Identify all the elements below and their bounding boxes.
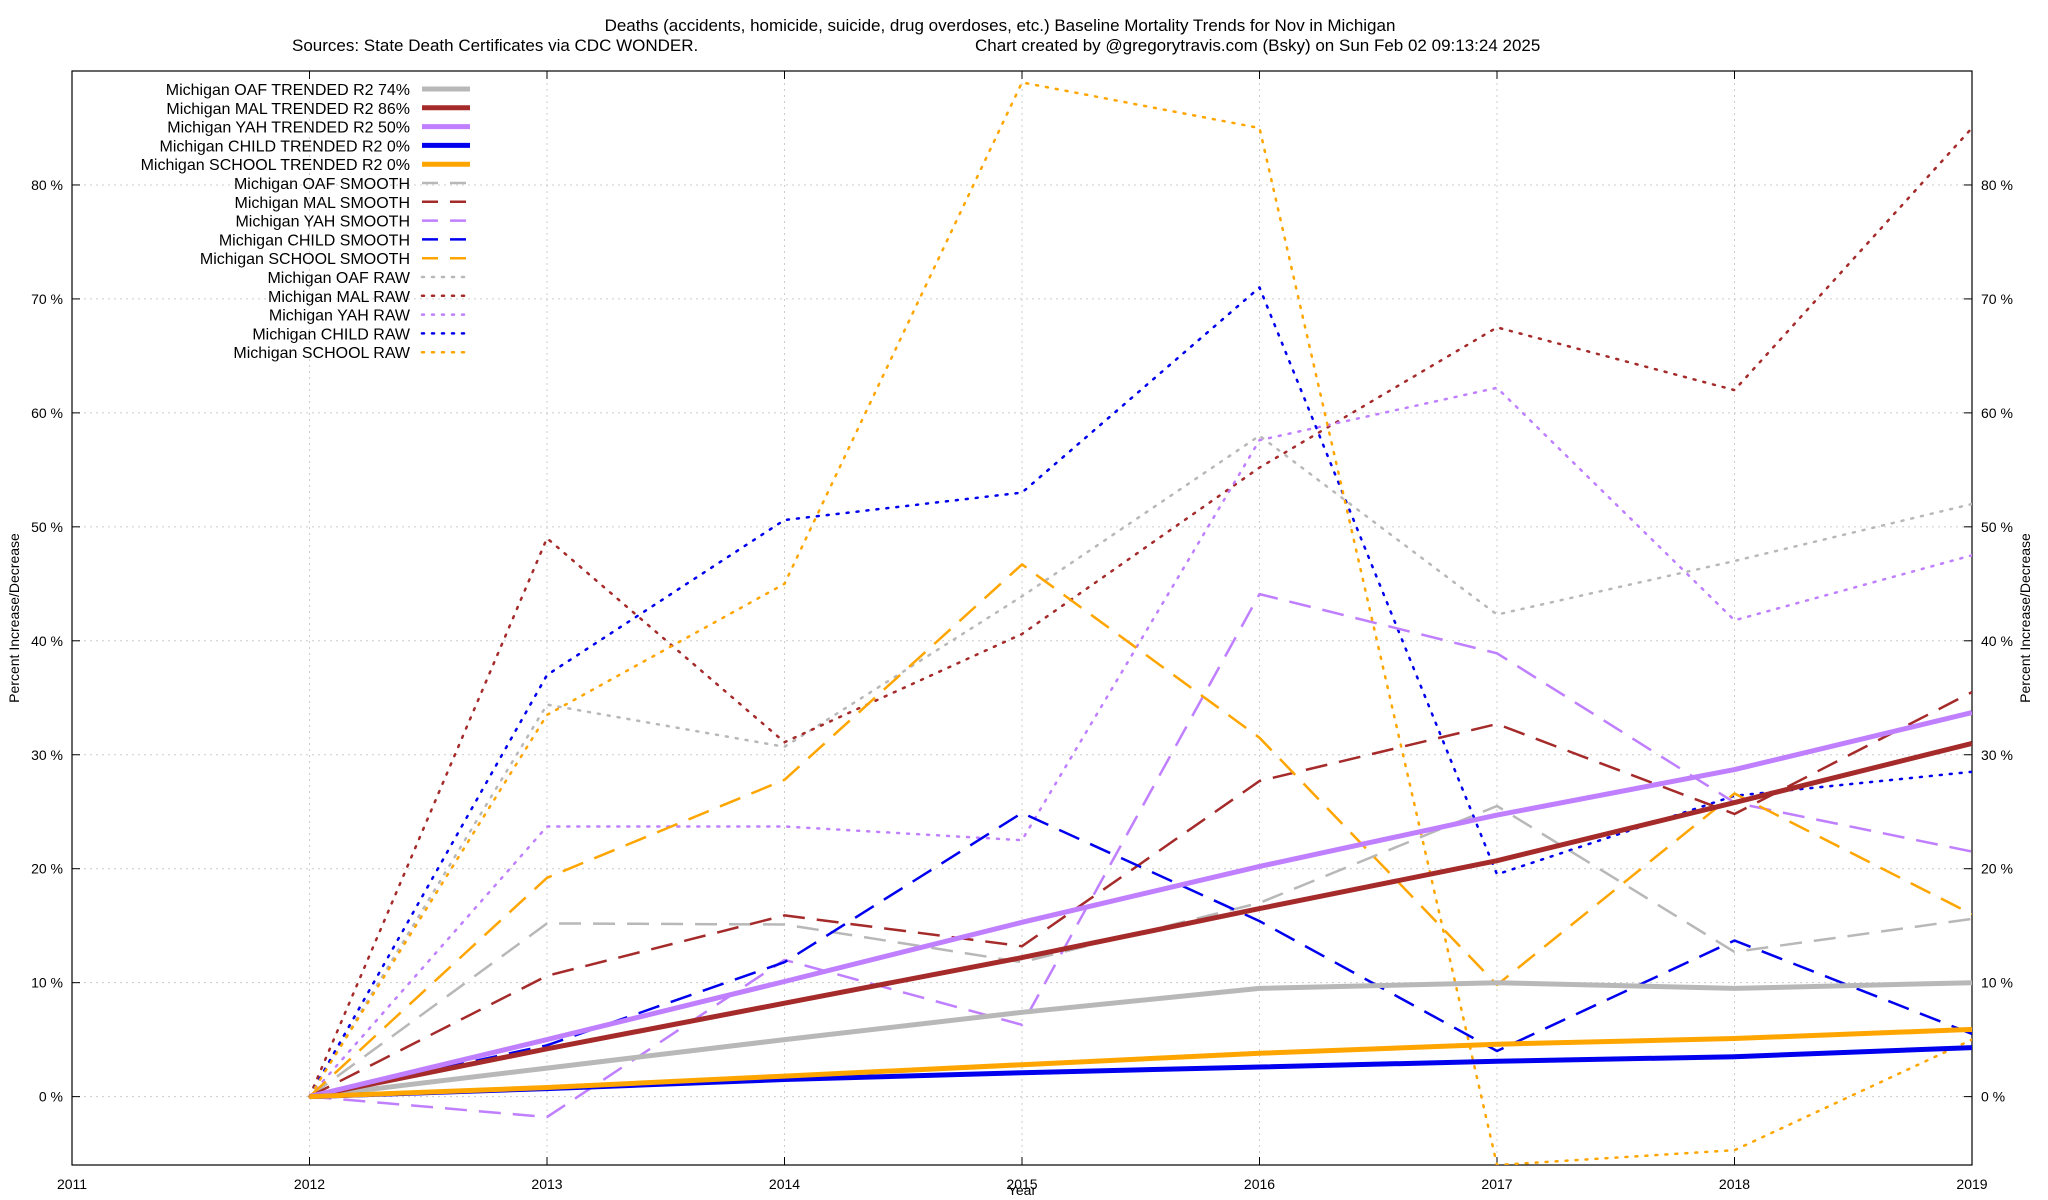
x-tick-label: 2018 (1719, 1176, 1750, 1192)
series-line-10 (308, 434, 1972, 1098)
legend-label: Michigan SCHOOL RAW (233, 345, 411, 362)
series-line-13 (308, 286, 1972, 1098)
series-line-11 (308, 126, 1972, 1098)
series-line-1 (309, 740, 1972, 1100)
series-lines (308, 81, 1972, 1165)
axis-ticks: 2011 2012 2013 2014 2015 2016 2017 2018 2019 0 % 0… (31, 71, 2013, 1192)
y-tick-label: 20 % (31, 861, 63, 877)
y-tick-label-right: 30 % (1981, 747, 2013, 763)
legend-label: Michigan CHILD TRENDED R2 0% (160, 138, 410, 155)
y-tick-label: 50 % (31, 519, 63, 535)
y-tick-label-right: 50 % (1981, 519, 2013, 535)
series-line-2 (308, 710, 1972, 1100)
series-line-6 (308, 690, 1972, 1098)
legend-label: Michigan MAL SMOOTH (235, 195, 410, 212)
y-tick-label-right: 10 % (1981, 975, 2013, 991)
legend-label: Michigan OAF SMOOTH (234, 176, 410, 193)
legend-label: Michigan YAH RAW (269, 308, 411, 325)
y-axis-label: Percent Increase/Decrease (6, 533, 22, 703)
x-tick-label: 2013 (531, 1176, 562, 1192)
x-tick-label: 2011 (57, 1176, 87, 1192)
y-tick-label-right: 80 % (1981, 177, 2013, 193)
y-tick-label: 70 % (31, 291, 63, 307)
y-tick-label: 80 % (31, 177, 63, 193)
legend-label: Michigan YAH TRENDED R2 50% (167, 120, 410, 137)
series-line-4 (309, 1026, 1972, 1100)
series-line-12 (308, 386, 1972, 1098)
legend-label: Michigan CHILD SMOOTH (219, 232, 410, 249)
x-tick-label: 2017 (1481, 1176, 1512, 1192)
legend: Michigan OAF TRENDED R2 74% Michigan MAL … (141, 82, 472, 362)
x-axis-label: Year (1008, 1182, 1037, 1198)
x-tick-label: 2012 (294, 1176, 325, 1192)
legend-label: Michigan MAL RAW (268, 289, 411, 306)
y-tick-label-right: 40 % (1981, 633, 2013, 649)
y-axis-label-right: Percent Increase/Decrease (2017, 533, 2033, 703)
y-tick-label: 30 % (31, 747, 63, 763)
y-tick-label-right: 0 % (1981, 1089, 2005, 1105)
series-line-8 (309, 811, 1972, 1098)
legend-label: Michigan SCHOOL TRENDED R2 0% (141, 157, 410, 174)
legend-label: Michigan MAL TRENDED R2 86% (166, 101, 410, 118)
x-tick-label: 2019 (1956, 1176, 1987, 1192)
chart-subtitle-credit: Chart created by @gregorytravis.com (Bsk… (975, 36, 1540, 55)
legend-label: Michigan YAH SMOOTH (235, 214, 410, 231)
x-tick-label: 2014 (769, 1176, 800, 1192)
series-line-14 (308, 81, 1972, 1165)
y-tick-label: 60 % (31, 405, 63, 421)
y-tick-label: 40 % (31, 633, 63, 649)
legend-label: Michigan OAF TRENDED R2 74% (166, 82, 410, 99)
legend-label: Michigan CHILD RAW (252, 326, 411, 343)
x-tick-label: 2015 (1006, 1176, 1037, 1192)
chart-title: Deaths (accidents, homicide, suicide, dr… (605, 16, 1396, 35)
y-tick-label: 10 % (31, 975, 63, 991)
y-tick-label-right: 20 % (1981, 861, 2013, 877)
y-tick-label: 0 % (39, 1089, 63, 1105)
chart-subtitle-sources: Sources: State Death Certificates via CD… (292, 36, 698, 55)
series-line-5 (308, 804, 1972, 1098)
y-tick-label-right: 60 % (1981, 405, 2013, 421)
x-tick-label: 2016 (1244, 1176, 1275, 1192)
legend-label: Michigan SCHOOL SMOOTH (200, 251, 410, 268)
series-line-0 (309, 980, 1972, 1100)
legend-label: Michigan OAF RAW (267, 270, 410, 287)
y-tick-label-right: 70 % (1981, 291, 2013, 307)
series-line-9 (308, 563, 1972, 1098)
